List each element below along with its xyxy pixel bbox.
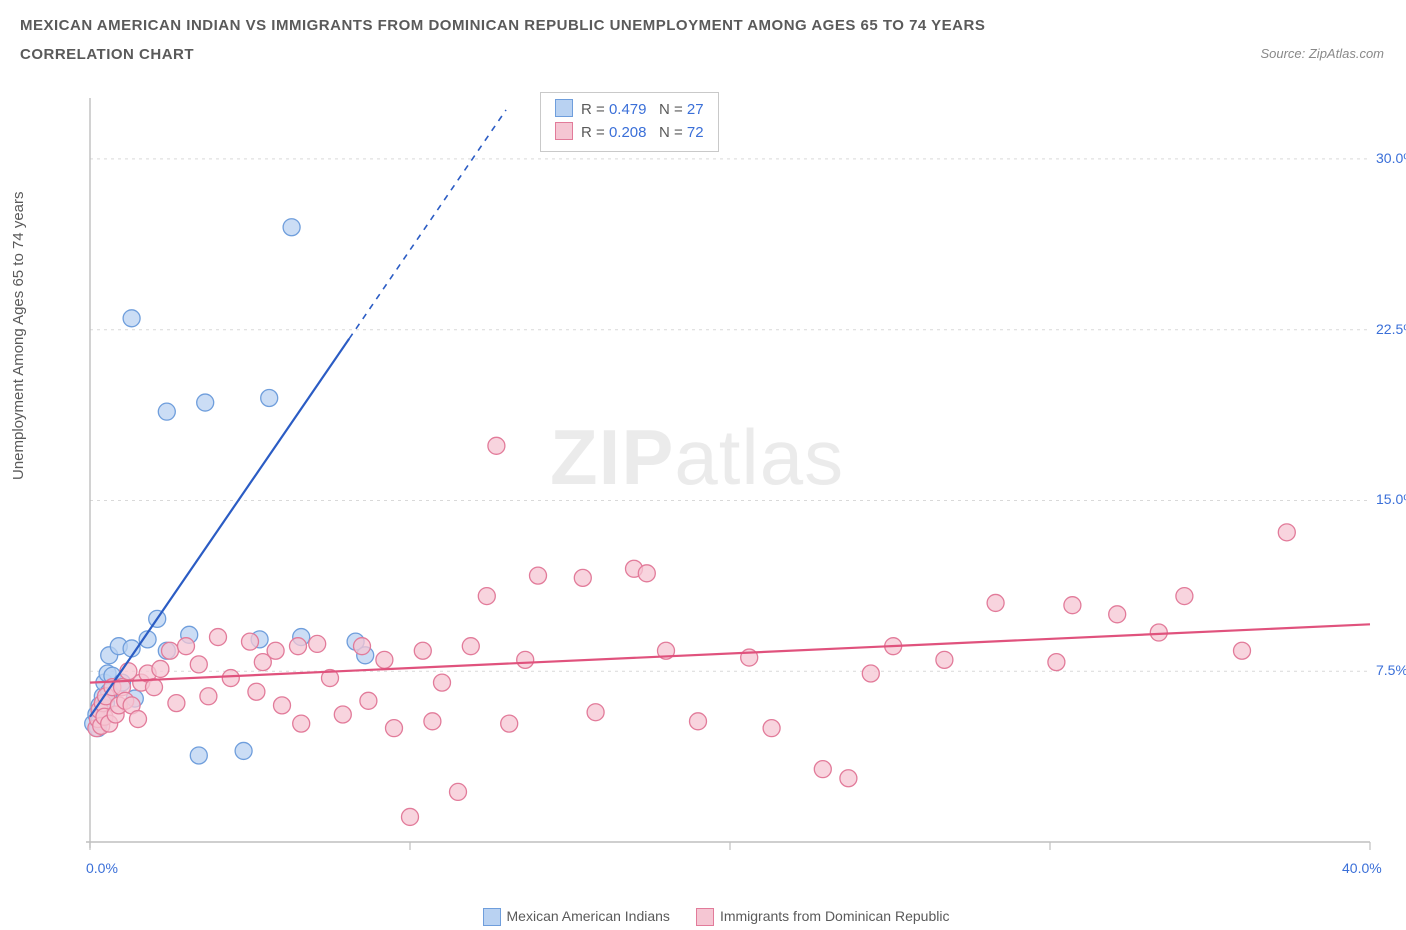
data-point bbox=[1109, 606, 1126, 623]
r-value: 0.479 bbox=[609, 101, 647, 118]
legend-label: Mexican American Indians bbox=[507, 908, 670, 924]
r-label: R = bbox=[581, 101, 609, 118]
data-point bbox=[200, 688, 217, 705]
data-point bbox=[261, 390, 278, 407]
r-label: R = bbox=[581, 124, 609, 141]
data-point bbox=[152, 660, 169, 677]
data-point bbox=[290, 638, 307, 655]
data-point bbox=[242, 633, 259, 650]
data-point bbox=[386, 720, 403, 737]
data-point bbox=[309, 635, 326, 652]
data-point bbox=[293, 715, 310, 732]
data-point bbox=[158, 403, 175, 420]
chart-title-line1: MEXICAN AMERICAN INDIAN VS IMMIGRANTS FR… bbox=[20, 12, 1386, 41]
data-point bbox=[424, 713, 441, 730]
data-point bbox=[178, 638, 195, 655]
data-point bbox=[840, 770, 857, 787]
stats-row: R = 0.208 N = 72 bbox=[555, 121, 704, 144]
data-point bbox=[360, 692, 377, 709]
legend-swatch bbox=[696, 908, 714, 926]
data-point bbox=[402, 808, 419, 825]
plot-svg bbox=[60, 92, 1380, 872]
data-point bbox=[862, 665, 879, 682]
data-point bbox=[1176, 588, 1193, 605]
data-point bbox=[763, 720, 780, 737]
scatter-plot: ZIPatlas R = 0.479 N = 27R = 0.208 N = 7… bbox=[60, 92, 1380, 872]
data-point bbox=[1150, 624, 1167, 641]
n-label: N = bbox=[646, 124, 686, 141]
data-point bbox=[517, 651, 534, 668]
data-point bbox=[414, 642, 431, 659]
data-point bbox=[222, 670, 239, 687]
legend-swatch bbox=[555, 122, 573, 140]
data-point bbox=[123, 310, 140, 327]
y-axis-label: Unemployment Among Ages 65 to 74 years bbox=[10, 191, 27, 480]
chart-header: MEXICAN AMERICAN INDIAN VS IMMIGRANTS FR… bbox=[20, 12, 1386, 69]
n-label: N = bbox=[646, 101, 686, 118]
series-legend: Mexican American Indians Immigrants from … bbox=[0, 908, 1406, 926]
data-point bbox=[488, 437, 505, 454]
data-point bbox=[587, 704, 604, 721]
data-point bbox=[146, 679, 163, 696]
n-value: 27 bbox=[687, 101, 704, 118]
data-point bbox=[690, 713, 707, 730]
y-tick-label: 7.5% bbox=[1376, 662, 1406, 678]
correlation-stats-box: R = 0.479 N = 27R = 0.208 N = 72 bbox=[540, 92, 719, 152]
trend-line-extrapolated bbox=[349, 110, 506, 339]
data-point bbox=[814, 761, 831, 778]
data-point bbox=[267, 642, 284, 659]
data-point bbox=[235, 742, 252, 759]
data-point bbox=[274, 697, 291, 714]
data-point bbox=[354, 638, 371, 655]
data-point bbox=[434, 674, 451, 691]
data-point bbox=[376, 651, 393, 668]
data-point bbox=[1278, 524, 1295, 541]
trend-line bbox=[90, 339, 349, 717]
data-point bbox=[210, 629, 227, 646]
r-value: 0.208 bbox=[609, 124, 647, 141]
data-point bbox=[283, 219, 300, 236]
stats-row: R = 0.479 N = 27 bbox=[555, 98, 704, 121]
data-point bbox=[450, 783, 467, 800]
data-point bbox=[936, 651, 953, 668]
x-tick-label: 40.0% bbox=[1342, 860, 1382, 876]
data-point bbox=[130, 711, 147, 728]
legend-label: Immigrants from Dominican Republic bbox=[720, 908, 950, 924]
data-point bbox=[162, 642, 179, 659]
data-point bbox=[1234, 642, 1251, 659]
data-point bbox=[574, 569, 591, 586]
data-point bbox=[334, 706, 351, 723]
data-point bbox=[478, 588, 495, 605]
x-tick-label: 0.0% bbox=[86, 860, 118, 876]
data-point bbox=[248, 683, 265, 700]
data-point bbox=[638, 565, 655, 582]
y-tick-label: 15.0% bbox=[1376, 491, 1406, 507]
data-point bbox=[987, 594, 1004, 611]
data-point bbox=[197, 394, 214, 411]
n-value: 72 bbox=[687, 124, 704, 141]
legend-swatch bbox=[555, 99, 573, 117]
legend-swatch bbox=[483, 908, 501, 926]
data-point bbox=[1048, 654, 1065, 671]
data-point bbox=[530, 567, 547, 584]
source-attribution: Source: ZipAtlas.com bbox=[1260, 46, 1384, 61]
data-point bbox=[168, 695, 185, 712]
data-point bbox=[190, 656, 207, 673]
data-point bbox=[462, 638, 479, 655]
y-tick-label: 22.5% bbox=[1376, 321, 1406, 337]
data-point bbox=[501, 715, 518, 732]
data-point bbox=[1064, 597, 1081, 614]
data-point bbox=[190, 747, 207, 764]
chart-title-line2: CORRELATION CHART bbox=[20, 41, 1386, 70]
y-tick-label: 30.0% bbox=[1376, 150, 1406, 166]
